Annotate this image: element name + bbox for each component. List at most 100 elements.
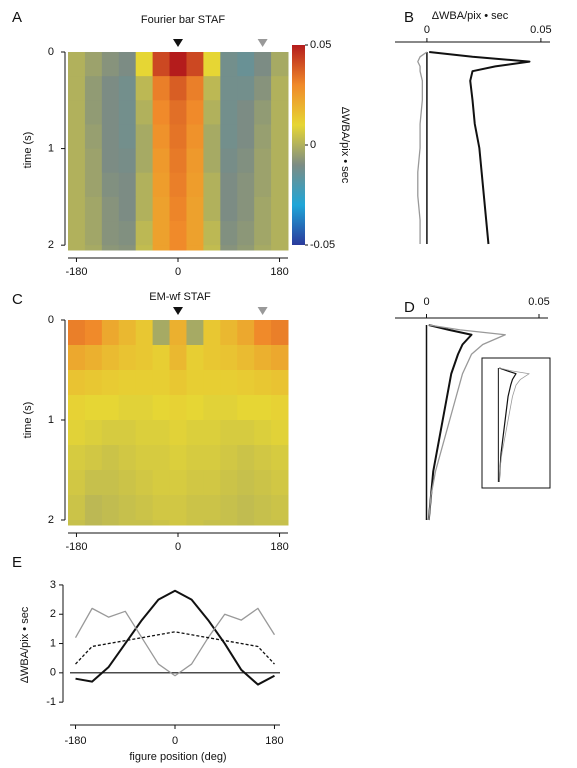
heatmap-cell	[84, 345, 103, 371]
heatmap-cell	[152, 470, 171, 496]
heatmap-cell	[254, 52, 272, 77]
heatmap-cell	[237, 124, 255, 150]
heatmap-cell	[254, 345, 272, 371]
heatmap-cell	[135, 245, 154, 251]
heatmap-cell	[254, 245, 272, 251]
heatmap-cell	[203, 52, 221, 77]
heatmap-cell	[101, 520, 120, 526]
heatmap-cell	[118, 495, 137, 521]
heatmap-cell	[135, 470, 154, 496]
heatmap-cell	[135, 100, 154, 125]
heatmap-cell	[118, 221, 137, 246]
heatmap-cell	[237, 320, 255, 346]
heatmap-cell	[237, 495, 255, 521]
panel-letter: E	[12, 554, 22, 571]
heatmap-cell	[68, 245, 86, 251]
heatmap-cell	[271, 52, 289, 77]
heatmap-cell	[186, 221, 204, 246]
heatmap-cell	[237, 245, 255, 251]
heatmap-cell	[84, 320, 103, 346]
heatmap-cell	[118, 395, 137, 421]
heatmap-cell	[118, 520, 137, 526]
x-tick-label: -180	[65, 266, 87, 278]
x-tick-label: -180	[65, 735, 87, 747]
heatmap-cell	[254, 76, 272, 101]
heatmap-cell	[152, 100, 171, 125]
heatmap-cell	[203, 520, 221, 526]
heatmap-cell	[68, 495, 86, 521]
heatmap-cell	[135, 520, 154, 526]
y-axis-label: time (s)	[22, 132, 34, 169]
heatmap-cell	[68, 395, 86, 421]
heatmap-cell	[169, 445, 187, 471]
heatmap-cell	[203, 495, 221, 521]
heatmap-cell	[220, 172, 238, 198]
heatmap-cell	[237, 100, 255, 125]
heatmap-cell	[152, 172, 171, 198]
heatmap-cell	[84, 495, 103, 521]
x-tick-label: 0	[175, 266, 181, 278]
heatmap-cell	[186, 345, 204, 371]
heatmap-cell	[118, 124, 137, 150]
heatmap-cell	[186, 320, 204, 346]
heatmap-cell	[101, 148, 120, 174]
y-tick-label: 1	[48, 414, 54, 426]
heatmap-cell	[254, 100, 272, 125]
heatmap-cell	[68, 320, 86, 346]
heatmap-cell	[271, 100, 289, 125]
heatmap-cell	[152, 445, 171, 471]
heatmap-cell	[271, 221, 289, 246]
heatmap-cell	[271, 470, 289, 496]
heatmap-cell	[169, 470, 187, 496]
heatmap-cell	[220, 196, 238, 222]
heatmap-cell	[169, 76, 187, 101]
heatmap-cell	[135, 345, 154, 371]
heatmap-cell	[237, 172, 255, 198]
heatmap-cell	[118, 172, 137, 198]
heatmap-cell	[203, 470, 221, 496]
data-line	[428, 324, 506, 521]
heatmap-cell	[237, 148, 255, 174]
heatmap-cell	[186, 495, 204, 521]
heatmap-cell	[203, 148, 221, 174]
heatmap-cell	[186, 470, 204, 496]
heatmap-cell	[220, 221, 238, 246]
heatmap-cell	[254, 470, 272, 496]
heatmap-cell	[68, 420, 86, 446]
heatmap-cell	[220, 76, 238, 101]
heatmap-cell	[203, 445, 221, 471]
heatmap-cell	[135, 395, 154, 421]
heatmap-cell	[68, 445, 86, 471]
heatmap-cell	[220, 420, 238, 446]
heatmap-cell	[220, 345, 238, 371]
heatmap-cell	[220, 370, 238, 396]
heatmap-cell	[220, 148, 238, 174]
heatmap-cell	[186, 445, 204, 471]
heatmap-cell	[186, 520, 204, 526]
heatmap-cell	[169, 148, 187, 174]
heatmap-cell	[254, 495, 272, 521]
heatmap-cell	[271, 495, 289, 521]
heatmap-cell	[135, 221, 154, 246]
heatmap-cell	[152, 196, 171, 222]
colorbar-tick-label: -0.05	[310, 239, 335, 251]
inset-frame	[481, 357, 551, 489]
heatmap-cell	[135, 370, 154, 396]
y-tick-label: 1	[48, 142, 54, 154]
heatmap-cell	[68, 148, 86, 174]
heatmap-cell	[84, 370, 103, 396]
heatmap-cell	[220, 470, 238, 496]
heatmap-cell	[254, 172, 272, 198]
heatmap-cell	[220, 520, 238, 526]
heatmap-cell	[203, 420, 221, 446]
heatmap-cell	[186, 148, 204, 174]
heatmap-cell	[186, 52, 204, 77]
heatmap-cell	[68, 76, 86, 101]
heatmap-cell	[101, 320, 120, 346]
heatmap-cell	[135, 420, 154, 446]
heatmap-cell	[186, 124, 204, 150]
x-axis-label: ΔWBA/pix • sec	[432, 10, 509, 22]
heatmap-cell	[152, 320, 171, 346]
heatmap-cell	[101, 52, 120, 77]
heatmap-cell	[101, 172, 120, 198]
